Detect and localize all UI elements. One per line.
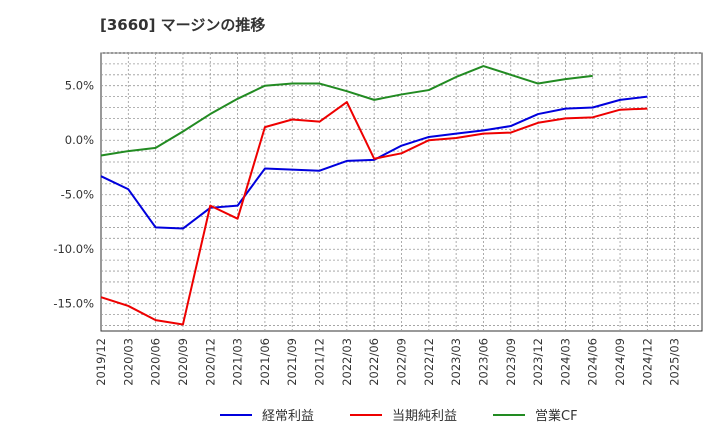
x-tick-label: 2023/12 [531, 338, 545, 386]
plot-area [100, 52, 703, 332]
x-tick-label: 2020/06 [149, 338, 163, 386]
legend-item: 当期純利益 [350, 409, 457, 424]
chart-title: [3660] マージンの推移 [100, 16, 266, 34]
x-tick-label: 2023/06 [476, 338, 490, 386]
series-line-1 [100, 95, 648, 230]
x-tick-label: 2024/03 [558, 338, 572, 386]
x-tick-label: 2023/03 [449, 338, 463, 386]
x-tick-label: 2021/03 [231, 338, 245, 386]
series-line-3 [100, 65, 593, 157]
legend-label: 営業CF [535, 408, 578, 424]
x-tick-label: 2020/12 [203, 338, 217, 386]
x-tick-label: 2021/06 [258, 338, 272, 386]
legend-item: 営業CF [493, 408, 578, 424]
x-tick-label: 2020/09 [176, 338, 190, 386]
x-tick-label: 2024/09 [613, 338, 627, 386]
x-tick-label: 2024/12 [640, 338, 654, 386]
y-tick-label: -15.0% [53, 297, 94, 311]
x-tick-label: 2022/03 [340, 338, 354, 386]
legend-label: 当期純利益 [392, 409, 457, 424]
x-tick-label: 2021/12 [313, 338, 327, 386]
legend-label: 経常利益 [262, 409, 314, 424]
x-tick-label: 2022/12 [422, 338, 436, 386]
legend-item: 経常利益 [220, 409, 314, 424]
y-tick-label: 0.0% [65, 133, 94, 147]
series-line-2 [100, 101, 648, 326]
x-tick-label: 2021/09 [285, 338, 299, 386]
x-tick-label: 2019/12 [94, 338, 108, 386]
x-tick-label: 2020/03 [121, 338, 135, 386]
x-tick-label: 2025/03 [668, 338, 682, 386]
y-tick-label: -5.0% [61, 188, 94, 202]
x-tick-label: 2024/06 [586, 338, 600, 386]
x-tick-label: 2023/09 [504, 338, 518, 386]
x-tick-label: 2022/09 [395, 338, 409, 386]
x-tick-label: 2022/06 [367, 338, 381, 386]
y-tick-label: -10.0% [53, 242, 94, 256]
y-tick-label: 5.0% [65, 79, 94, 93]
